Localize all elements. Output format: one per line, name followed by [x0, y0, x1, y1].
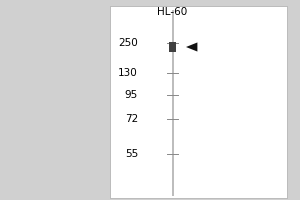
Text: 250: 250	[118, 38, 138, 48]
Text: 55: 55	[125, 149, 138, 159]
Text: 130: 130	[118, 68, 138, 78]
Bar	[169, 43, 176, 51]
Text: HL-60: HL-60	[158, 7, 188, 17]
Polygon shape	[186, 42, 197, 52]
Text: 72: 72	[125, 114, 138, 124]
Bar	[110, 6, 286, 198]
Text: 95: 95	[125, 90, 138, 100]
